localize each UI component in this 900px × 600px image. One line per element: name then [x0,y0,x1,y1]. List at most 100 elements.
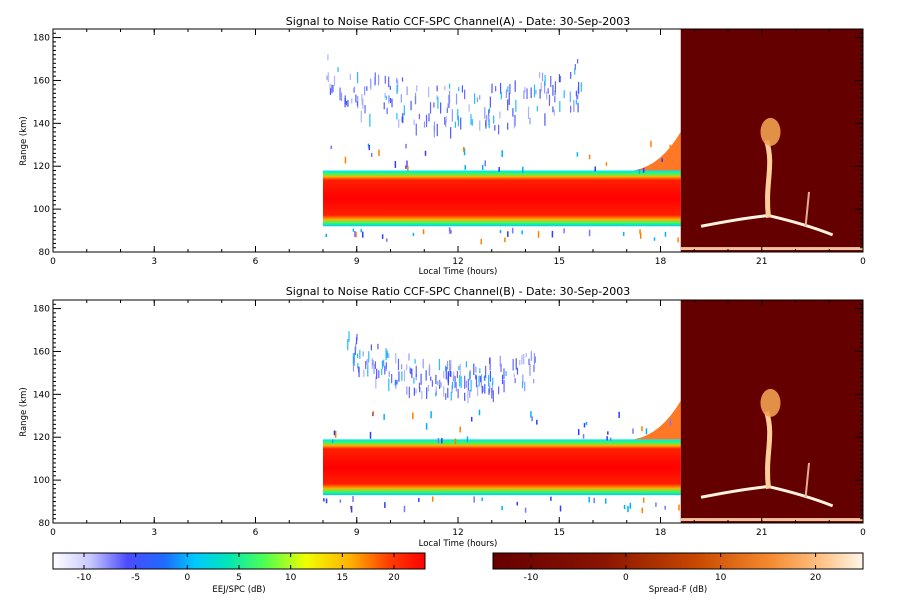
echo-streak [415,388,417,394]
echo-streak [479,368,481,374]
x-tick-label: 15 [554,257,565,267]
echo-streak [450,127,452,139]
colorbar-tick-label: -10 [77,573,92,583]
x-tick-label: 9 [354,528,360,538]
echo-streak [552,106,554,113]
chart-title: Signal to Noise Ratio CCF-SPC Channel(A)… [286,15,630,28]
echoes-150km-layer [326,54,582,139]
eej-speckle [536,419,538,425]
eej-speckle [499,229,502,234]
echo-streak [492,377,494,386]
echo-streak [575,99,578,105]
echo-streak [550,76,552,88]
echo-streak [475,375,478,388]
eej-speckle [622,231,625,236]
echo-streak [540,82,542,92]
eej-speckle [605,162,608,166]
colorbar-tick-label: 5 [236,573,242,583]
spread-f-layer [680,29,863,252]
echo-streak [396,379,398,385]
eej-speckle [588,154,591,160]
echo-streak [558,74,561,83]
echo-streak [574,68,576,75]
echo-streak [384,75,386,84]
echo-streak [543,81,546,94]
echo-streak [570,105,572,113]
echo-streak [419,387,421,393]
echo-streak [515,99,517,112]
echo-streak [576,95,578,100]
eej-speckle [473,496,475,503]
echo-streak [410,368,412,375]
echo-streak [464,89,466,100]
echo-streak [476,97,478,103]
colorbar-tick-label: 0 [184,573,190,583]
y-tick-label: 80 [39,519,51,529]
echo-streak [450,391,452,401]
y-tick-label: 160 [33,76,50,86]
eej-speckle [425,423,428,430]
echo-streak [397,358,400,371]
echo-streak [406,86,408,96]
echo-streak [370,344,372,351]
eej-speckle [583,423,586,428]
echo-streak [447,387,449,398]
echo-streak [430,376,432,381]
echo-streak [386,107,388,115]
echo-streak [459,363,461,376]
echo-streak [401,371,403,381]
eej-speckle [593,497,595,504]
x-tick-label: 0 [50,257,56,267]
echo-streak [501,374,504,385]
echo-streak [388,76,390,88]
echo-streak [352,88,355,93]
echo-streak [384,365,386,375]
echo-streak [447,377,449,382]
echo-streak [388,353,390,358]
echo-streak [547,88,549,94]
echo-streak [486,114,488,121]
echo-streak [499,82,502,94]
echo-streak [499,111,501,119]
echo-streak [362,98,364,109]
eej-speckle [454,438,457,445]
echo-streak [488,119,490,129]
echo-streak [488,108,491,114]
eej-speckle [478,409,481,416]
echo-streak [371,358,373,369]
echo-streak [519,359,521,366]
echo-streak [420,373,422,385]
y-tick-label: 180 [33,305,50,315]
eej-speckle [333,430,336,436]
eej-speckle [661,158,663,162]
echo-streak [423,121,426,128]
eej-speckle [632,428,634,434]
echo-streak [428,113,430,119]
echo-streak [411,368,413,379]
echo-streak [369,113,371,127]
echo-streak [436,123,438,137]
eej-speckle [424,150,427,156]
spread-f-secondary-plume [804,191,810,227]
eej-speckle [653,237,656,241]
echo-streak [498,124,500,135]
echo-streak [485,365,487,378]
eej-speckle [362,231,364,238]
echo-streak [428,363,431,377]
eej-speckle [350,505,353,513]
echo-streak [381,368,383,376]
eej-speckle [383,413,385,420]
echo-streak [479,95,481,100]
colorbar-tick-label: 0 [623,573,629,583]
echo-streak [529,117,531,125]
eej-speckle [655,502,657,507]
echo-streak [388,378,390,392]
eej-band [323,170,681,227]
echo-streak [388,371,390,377]
eej-evening-rise [633,400,681,440]
echo-streak [457,109,459,120]
echo-streak [523,90,525,100]
eej-speckle [422,229,425,235]
colorbar-gradient [492,552,864,570]
